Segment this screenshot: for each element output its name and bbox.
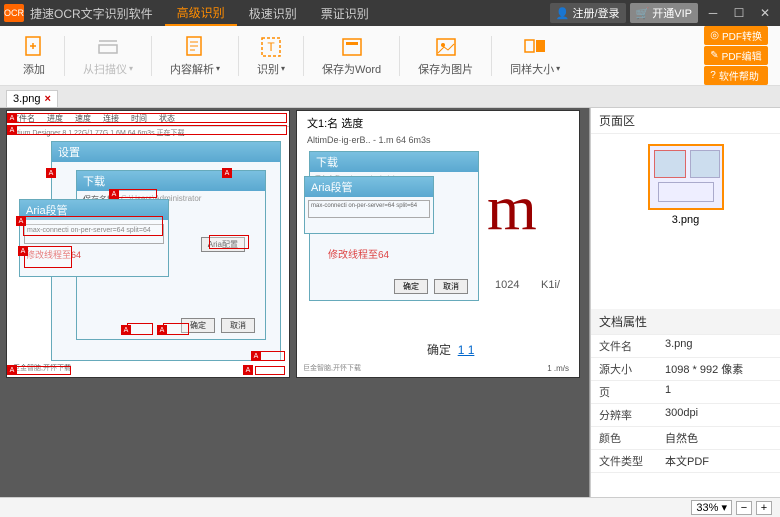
tool-same-size[interactable]: 同样大小▾ — [496, 28, 574, 84]
tab-fast[interactable]: 极速识别 — [237, 0, 309, 26]
prop-row: 文件类型本文PDF — [591, 450, 780, 473]
parse-icon — [183, 35, 207, 59]
thumbnail[interactable] — [648, 144, 724, 210]
zoom-in-button[interactable]: + — [756, 501, 772, 515]
file-tab[interactable]: 3.png × — [6, 90, 58, 107]
prop-row: 文件名3.png — [591, 335, 780, 358]
help-button[interactable]: ? 软件帮助 — [704, 66, 768, 85]
prop-row: 源大小1098 * 992 像素 — [591, 358, 780, 381]
svg-text:T: T — [267, 40, 275, 54]
prop-row: 颜色自然色 — [591, 427, 780, 450]
maximize-button[interactable]: ☐ — [728, 3, 750, 23]
side-buttons: ◎ PDF转换 ✎ PDF编辑 ? 软件帮助 — [704, 26, 772, 85]
tab-advanced[interactable]: 高级识别 — [165, 0, 237, 26]
tool-save-image[interactable]: 保存为图片 — [404, 28, 487, 84]
tool-parse[interactable]: 内容解析▾ — [156, 28, 234, 84]
pdf-convert-button[interactable]: ◎ PDF转换 — [704, 26, 768, 45]
settings-dialog: 设置 下载 保存名称C:\Users\Administrator A Aria段… — [51, 141, 281, 361]
page-area-header: 页面区 — [591, 108, 780, 134]
titlebar: OCR 捷速OCR文字识别软件 高级识别 极速识别 票证识别 👤注册/登录 🛒开… — [0, 0, 780, 26]
app-logo: OCR — [4, 4, 24, 22]
tool-add[interactable]: 添加 — [8, 28, 60, 84]
close-button[interactable]: ✕ — [754, 3, 776, 23]
doc-original: 文件名进度速度连接时间状态 Altium Designer 8 1.22G/1.… — [6, 110, 290, 378]
login-button[interactable]: 👤注册/登录 — [550, 3, 626, 23]
tool-save-word[interactable]: 保存为Word — [308, 28, 395, 84]
thumbnails: 3.png — [591, 134, 780, 236]
toolbar: 添加 从扫描仪▾ 内容解析▾ T 识别▾ 保存为Word 保存为图片 同样大小▾… — [0, 26, 780, 86]
tool-ocr[interactable]: T 识别▾ — [243, 28, 299, 84]
status-bar: 33% ▾ − + — [0, 497, 780, 517]
file-tabs: 3.png × — [0, 86, 780, 108]
zoom-out-button[interactable]: − — [736, 501, 752, 515]
ocr-icon: T — [259, 35, 283, 59]
add-file-icon — [22, 35, 46, 59]
pdf-edit-button[interactable]: ✎ PDF编辑 — [704, 46, 768, 65]
app-title: 捷速OCR文字识别软件 — [30, 5, 153, 22]
scanner-icon — [96, 35, 120, 59]
zoom-select[interactable]: 33% ▾ — [691, 500, 732, 515]
minimize-button[interactable]: ─ — [702, 3, 724, 23]
prop-row: 页1 — [591, 381, 780, 404]
tab-close-icon[interactable]: × — [45, 93, 51, 105]
tool-scanner[interactable]: 从扫描仪▾ — [69, 28, 147, 84]
image-icon — [434, 35, 458, 59]
prop-row: 分辨率300dpi — [591, 404, 780, 427]
same-size-icon — [523, 35, 547, 59]
right-panel: 页面区 3.png 文档属性 文件名3.png 源大小1098 * 992 像素… — [590, 108, 780, 517]
vip-button[interactable]: 🛒开通VIP — [630, 3, 698, 23]
thumb-label: 3.png — [672, 214, 700, 226]
word-icon — [340, 35, 364, 59]
doc-result: 文1:名 选度 AltimDe·ig·erB.. - 1.m 64 6m3s 下… — [296, 110, 580, 378]
tab-ticket[interactable]: 票证识别 — [309, 0, 381, 26]
properties-table: 文件名3.png 源大小1098 * 992 像素 页1 分辨率300dpi 颜… — [591, 335, 780, 473]
props-header: 文档属性 — [591, 309, 780, 335]
canvas: 文件名进度速度连接时间状态 Altium Designer 8 1.22G/1.… — [0, 108, 590, 517]
